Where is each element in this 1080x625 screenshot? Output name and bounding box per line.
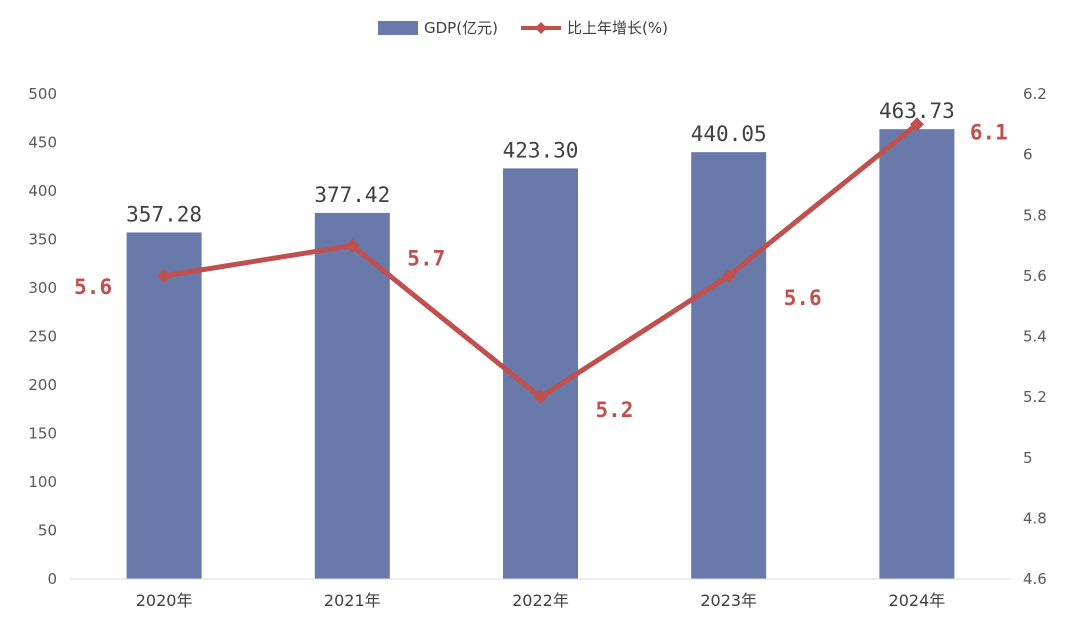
line-marker [721,268,736,283]
line-data-label: 5.6 [784,286,822,310]
y-left-tick-label: 150 [28,425,57,443]
line-data-label: 5.7 [407,247,445,271]
bar-data-label: 423.30 [503,138,579,162]
legend: GDP(亿元) 比上年增长(%) [378,19,668,37]
x-tick-label: 2024年 [889,591,946,610]
line-marker [345,238,360,253]
bar [126,232,202,579]
y-left-tick-label: 500 [28,85,57,103]
y-left-tick-label: 100 [28,473,57,491]
x-tick-label: 2023年 [700,591,757,610]
line-marker [157,268,172,283]
y-right-tick-label: 5.8 [1023,206,1047,224]
y-left-tick-label: 200 [28,376,57,394]
bar [503,168,578,580]
legend-label-growth: 比上年增长(%) [567,19,668,37]
right-axis: 4.6 4.8 5 5.2 5.4 5.6 5.8 6 6.2 [1023,85,1047,588]
line-data-label: 6.1 [970,120,1008,144]
line-series [157,117,924,405]
y-right-tick-label: 4.6 [1023,570,1047,588]
y-right-tick-label: 5.4 [1023,328,1047,346]
bar-data-label: 440.05 [691,122,767,146]
y-left-tick-label: 0 [47,570,57,588]
y-right-tick-label: 5 [1023,449,1033,467]
y-left-tick-label: 400 [28,182,57,200]
y-right-tick-label: 4.8 [1023,509,1047,527]
x-tick-label: 2021年 [324,591,381,610]
y-left-tick-label: 50 [38,522,57,540]
legend-label-gdp: GDP(亿元) [424,19,498,37]
bar [691,152,767,580]
legend-swatch-bar [378,21,418,35]
line-data-label: 5.2 [596,398,634,422]
bar-series [126,129,955,580]
y-left-tick-label: 350 [28,231,57,249]
x-tick-label: 2020年 [136,591,193,610]
line-data-label: 5.6 [74,275,112,299]
y-right-tick-label: 5.2 [1023,388,1047,406]
y-left-tick-label: 450 [28,134,57,152]
x-tick-label: 2022年 [512,591,569,610]
x-axis: 2020年 2021年 2022年 2023年 2024年 [136,591,946,610]
y-left-tick-label: 300 [28,279,57,297]
legend-swatch-marker [535,22,547,34]
y-right-tick-label: 6.2 [1023,85,1047,103]
line-marker [533,390,548,405]
bar [879,129,955,580]
bar [314,212,390,580]
bar-data-label: 357.28 [126,202,202,226]
y-right-tick-label: 6 [1023,146,1033,164]
line-data-labels: 5.6 5.7 5.2 5.6 6.1 [74,120,1008,422]
left-axis: 0 50 100 150 200 250 300 350 400 450 500 [28,85,57,588]
y-left-tick-label: 250 [28,328,57,346]
y-right-tick-label: 5.6 [1023,267,1047,285]
line-marker [909,117,924,132]
bar-data-label: 377.42 [314,183,390,207]
